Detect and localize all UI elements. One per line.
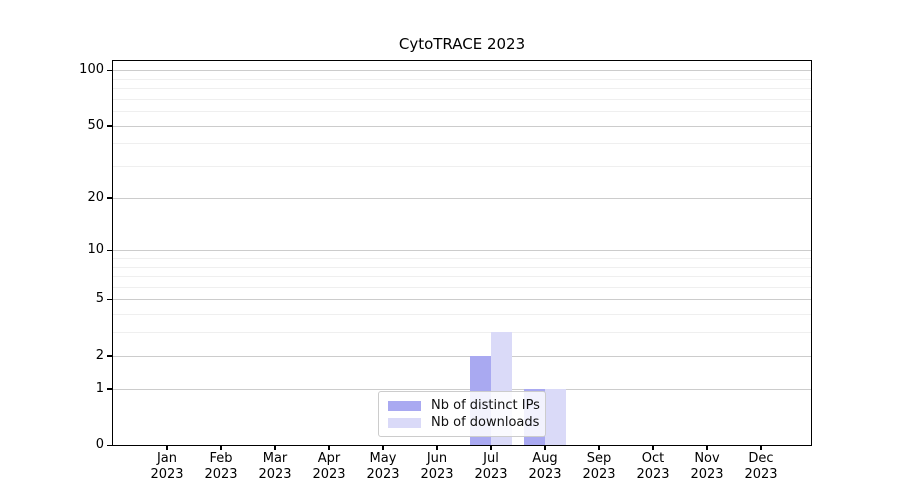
y-gridline-major — [113, 70, 811, 71]
x-tick — [706, 445, 708, 450]
y-gridline-minor — [113, 143, 811, 144]
x-tick — [382, 445, 384, 450]
y-gridline-major — [113, 389, 811, 390]
chart-figure: CytoTRACE 2023 0 1 2 5 10 20 50 100 Jan2023Feb2… — [0, 0, 900, 500]
y-gridline-minor — [113, 267, 811, 268]
x-tick — [598, 445, 600, 450]
y-gridline-minor — [113, 99, 811, 100]
legend: Nb of distinct IPs Nb of downloads — [378, 391, 546, 437]
y-tick-label: 50 — [60, 118, 104, 134]
y-gridline-major — [113, 250, 811, 251]
y-tick — [107, 299, 113, 301]
bar-downloads — [545, 389, 566, 445]
x-tick-label: Feb2023 — [194, 451, 248, 483]
legend-item-distinct-ips: Nb of distinct IPs — [388, 398, 537, 413]
x-tick-label: Oct2023 — [626, 451, 680, 483]
y-gridline-major — [113, 198, 811, 199]
x-tick — [490, 445, 492, 450]
x-tick-label: Sep2023 — [572, 451, 626, 483]
y-gridline-minor — [113, 332, 811, 333]
y-gridline-minor — [113, 276, 811, 277]
y-gridline-minor — [113, 79, 811, 80]
chart-title: CytoTRACE 2023 — [112, 35, 812, 53]
x-tick-label: Nov2023 — [680, 451, 734, 483]
y-tick-label: 0 — [60, 437, 104, 453]
x-tick — [274, 445, 276, 450]
x-tick-label: Jun2023 — [410, 451, 464, 483]
y-tick — [107, 70, 113, 72]
x-tick-label: May2023 — [356, 451, 410, 483]
x-tick — [760, 445, 762, 450]
y-gridline-minor — [113, 258, 811, 259]
x-tick — [652, 445, 654, 450]
x-tick — [328, 445, 330, 450]
y-tick-label: 1 — [60, 381, 104, 397]
x-tick — [166, 445, 168, 450]
y-tick — [107, 388, 113, 390]
legend-item-downloads: Nb of downloads — [388, 415, 537, 430]
x-tick — [436, 445, 438, 450]
x-tick-label: Dec2023 — [734, 451, 788, 483]
y-gridline-minor — [113, 111, 811, 112]
y-tick — [107, 445, 113, 447]
x-tick-label: Jan2023 — [140, 451, 194, 483]
y-gridline-minor — [113, 166, 811, 167]
y-gridline-minor — [113, 287, 811, 288]
y-tick — [107, 355, 113, 357]
legend-swatch-distinct-ips — [388, 401, 421, 411]
y-gridline-major — [113, 356, 811, 357]
y-gridline-major — [113, 299, 811, 300]
legend-label-distinct-ips: Nb of distinct IPs — [431, 398, 540, 413]
x-tick-label: Apr2023 — [302, 451, 356, 483]
y-gridline-minor — [113, 314, 811, 315]
y-tick-label: 20 — [60, 190, 104, 206]
y-tick-label: 5 — [60, 291, 104, 307]
x-tick — [544, 445, 546, 450]
y-gridline-major — [113, 126, 811, 127]
x-tick-label: Jul2023 — [464, 451, 518, 483]
y-tick — [107, 197, 113, 199]
x-tick — [220, 445, 222, 450]
y-gridline-minor — [113, 88, 811, 89]
y-tick — [107, 250, 113, 252]
x-tick-label: Aug2023 — [518, 451, 572, 483]
y-tick — [107, 125, 113, 127]
legend-label-downloads: Nb of downloads — [431, 415, 539, 430]
y-tick-label: 10 — [60, 242, 104, 258]
x-tick-label: Mar2023 — [248, 451, 302, 483]
y-tick-label: 2 — [60, 348, 104, 364]
legend-swatch-downloads — [388, 418, 421, 428]
y-tick-label: 100 — [60, 62, 104, 78]
